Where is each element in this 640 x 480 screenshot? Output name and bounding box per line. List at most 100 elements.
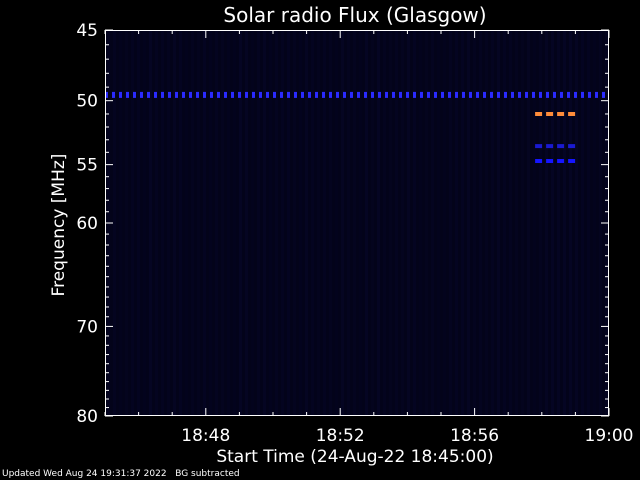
noise-stripe (557, 31, 560, 415)
noise-stripe (455, 31, 458, 415)
feature-dash (441, 91, 444, 98)
noise-stripe (437, 31, 440, 415)
feature-dash (385, 91, 388, 98)
feature-dash (231, 91, 234, 98)
feature-dash (168, 91, 171, 98)
noise-stripe (317, 31, 320, 415)
feature-dash (252, 91, 255, 98)
noise-stripe (587, 31, 590, 415)
noise-stripe (161, 31, 164, 415)
feature-dash (557, 159, 565, 163)
feature-dash (245, 91, 248, 98)
chart-title: Solar radio Flux (Glasgow) (223, 3, 486, 27)
y-tick-label: 55 (76, 156, 98, 176)
feature-dash (546, 112, 554, 116)
feature-dash (112, 91, 115, 98)
noise-stripe (503, 31, 506, 415)
feature-dash (371, 91, 374, 98)
feature-dash (511, 91, 514, 98)
noise-stripe (239, 31, 242, 415)
feature-dash (189, 91, 192, 98)
feature-dash (413, 91, 416, 98)
feature-dash (329, 91, 332, 98)
feature-dash (448, 91, 451, 98)
noise-stripe (599, 31, 602, 415)
noise-stripe (413, 31, 416, 415)
noise-stripe (407, 31, 410, 415)
noise-stripe (371, 31, 374, 415)
noise-stripe (293, 31, 296, 415)
feature-dash (308, 91, 311, 98)
feature-dash (469, 91, 472, 98)
noise-stripe (365, 31, 368, 415)
noise-stripe (479, 31, 482, 415)
noise-stripe (113, 31, 116, 415)
feature-dash (557, 112, 565, 116)
feature-dash (259, 91, 262, 98)
noise-stripe (197, 31, 200, 415)
noise-stripe (323, 31, 326, 415)
feature-dash (350, 91, 353, 98)
feature-dash (568, 159, 576, 163)
noise-stripe (191, 31, 194, 415)
noise-stripe (389, 31, 392, 415)
noise-stripe (269, 31, 272, 415)
noise-stripe (341, 31, 344, 415)
noise-stripe (329, 31, 332, 415)
noise-stripe (485, 31, 488, 415)
feature-dash (182, 91, 185, 98)
feature-dash (343, 91, 346, 98)
noise-stripe (431, 31, 434, 415)
feature-dash (434, 91, 437, 98)
feature-dash (490, 91, 493, 98)
spectrogram-texture (107, 31, 608, 415)
x-tick-label: 18:56 (450, 426, 499, 446)
y-axis-ticks: 45 50 55 60 70 80 (76, 21, 609, 427)
noise-stripe (287, 31, 290, 415)
feature-dash (140, 91, 143, 98)
feature-dash (546, 91, 549, 98)
status-footer: Updated Wed Aug 24 19:31:37 2022 BG subt… (2, 469, 240, 479)
feature-dash (483, 91, 486, 98)
feature-dash (399, 91, 402, 98)
feature-dash (427, 91, 430, 98)
feature-dash (557, 144, 565, 149)
noise-stripe (203, 31, 206, 415)
feature-dash (553, 91, 556, 98)
x-axis-ticks: 18:48 18:52 18:56 19:00 (104, 30, 634, 446)
feature-dash (532, 91, 535, 98)
feature-dash (315, 91, 318, 98)
feature-dash (455, 91, 458, 98)
noise-stripe (539, 31, 542, 415)
y-tick-label: 70 (76, 317, 98, 337)
feature-dash (196, 91, 199, 98)
noise-stripe (461, 31, 464, 415)
noise-stripe (281, 31, 284, 415)
updated-timestamp: Updated Wed Aug 24 19:31:37 2022 (2, 469, 167, 479)
noise-stripe (575, 31, 578, 415)
noise-stripe (497, 31, 500, 415)
noise-stripe (125, 31, 128, 415)
noise-stripe (359, 31, 362, 415)
y-tick-label: 80 (76, 407, 98, 427)
feature-dash (595, 91, 598, 98)
feature-dash (301, 91, 304, 98)
noise-stripe (185, 31, 188, 415)
feature-dash (420, 91, 423, 98)
spectrogram-features (105, 91, 605, 163)
noise-stripe (521, 31, 524, 415)
feature-dash (602, 91, 605, 98)
noise-stripe (419, 31, 422, 415)
noise-stripe (275, 31, 278, 415)
noise-stripe (149, 31, 152, 415)
noise-stripe (569, 31, 572, 415)
feature-dash (525, 91, 528, 98)
noise-stripe (215, 31, 218, 415)
x-tick-label: 18:48 (181, 426, 230, 446)
feature-dash (462, 91, 465, 98)
noise-stripe (299, 31, 302, 415)
feature-dash (535, 112, 543, 116)
noise-stripe (467, 31, 470, 415)
feature-dash (504, 91, 507, 98)
feature-dash (392, 91, 395, 98)
